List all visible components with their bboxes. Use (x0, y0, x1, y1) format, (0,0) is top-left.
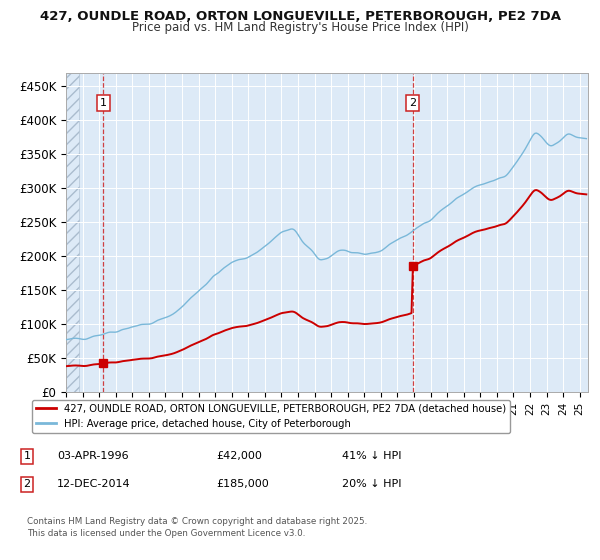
Text: 03-APR-1996: 03-APR-1996 (57, 451, 128, 461)
Text: £185,000: £185,000 (216, 479, 269, 489)
Text: 20% ↓ HPI: 20% ↓ HPI (342, 479, 401, 489)
Text: 2: 2 (23, 479, 31, 489)
Text: 1: 1 (23, 451, 31, 461)
Text: Price paid vs. HM Land Registry's House Price Index (HPI): Price paid vs. HM Land Registry's House … (131, 21, 469, 34)
Text: 2: 2 (409, 98, 416, 108)
Text: Contains HM Land Registry data © Crown copyright and database right 2025.: Contains HM Land Registry data © Crown c… (27, 517, 367, 526)
Text: 427, OUNDLE ROAD, ORTON LONGUEVILLE, PETERBOROUGH, PE2 7DA: 427, OUNDLE ROAD, ORTON LONGUEVILLE, PET… (40, 10, 560, 23)
Legend: 427, OUNDLE ROAD, ORTON LONGUEVILLE, PETERBOROUGH, PE2 7DA (detached house), HPI: 427, OUNDLE ROAD, ORTON LONGUEVILLE, PET… (32, 400, 510, 433)
Text: 12-DEC-2014: 12-DEC-2014 (57, 479, 131, 489)
Text: 1: 1 (100, 98, 107, 108)
Text: 41% ↓ HPI: 41% ↓ HPI (342, 451, 401, 461)
Text: £42,000: £42,000 (216, 451, 262, 461)
Text: This data is licensed under the Open Government Licence v3.0.: This data is licensed under the Open Gov… (27, 529, 305, 538)
